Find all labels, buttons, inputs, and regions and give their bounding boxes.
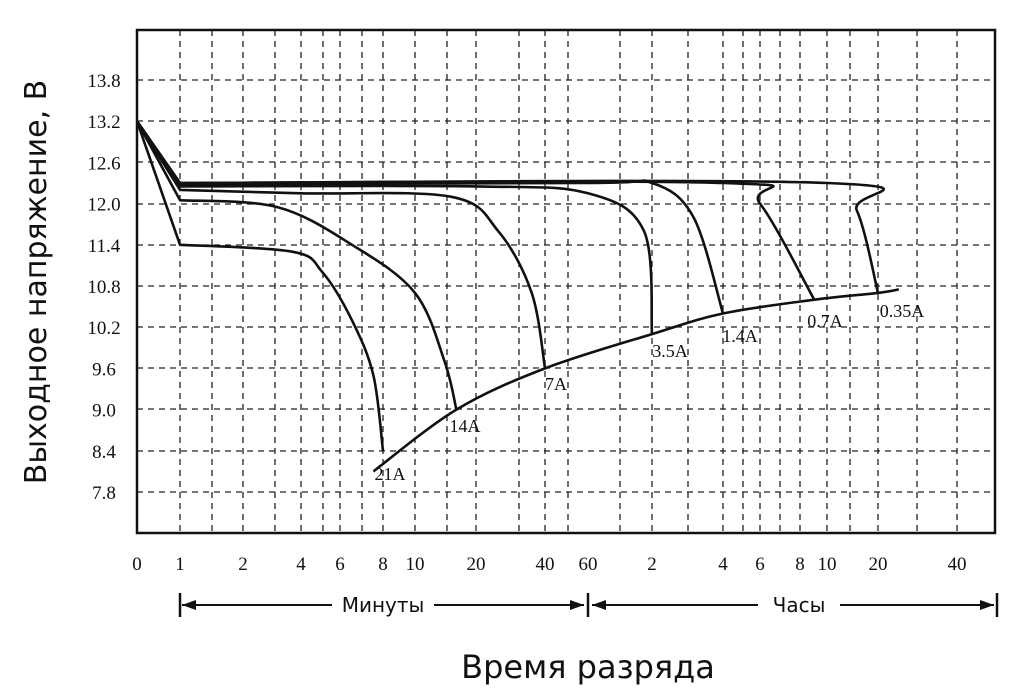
curve-0_35A <box>135 120 886 294</box>
x-tick-label: 1 <box>175 554 185 575</box>
y-tick-label: 10.2 <box>87 318 120 339</box>
x-tick-label: 20 <box>869 554 888 575</box>
y-axis-title: Выходное напряжение, В <box>19 80 54 485</box>
x-tick-label: 2 <box>238 554 248 575</box>
curve-3_5A <box>135 120 654 335</box>
curve-14A <box>135 120 458 410</box>
x-tick-label: 4 <box>296 554 306 575</box>
curve-7A <box>135 120 547 369</box>
hours-label: Часы <box>773 593 826 617</box>
curve-label-0_7A: 0.7A <box>807 311 843 331</box>
y-tick-label: 8.4 <box>92 442 116 463</box>
minutes-range-indicator: Минуты <box>178 593 584 617</box>
y-tick-label: 11.4 <box>88 236 121 257</box>
x-tick-label: 60 <box>579 554 598 575</box>
curve-labels: 21A 14A 7A 3.5A 1.4A 0.7A 0.35A <box>375 301 925 484</box>
curve-label-7A: 7A <box>545 374 567 394</box>
x-tick-label: 10 <box>818 554 837 575</box>
plot-frame <box>135 28 997 535</box>
curve-21A <box>135 120 385 451</box>
curve-label-0_35A: 0.35A <box>880 301 925 321</box>
x-tick-label: 10 <box>406 554 425 575</box>
x-tick-label: 4 <box>718 554 728 575</box>
x-tick-label: 20 <box>467 554 486 575</box>
x-tick-label: 6 <box>755 554 765 575</box>
y-tick-label: 10.8 <box>87 277 120 298</box>
vertical-gridlines <box>179 30 958 533</box>
hours-range-indicator: Часы <box>592 593 999 617</box>
x-tick-label: 8 <box>795 554 805 575</box>
discharge-curves <box>135 120 900 473</box>
x-tick-label: 40 <box>536 554 555 575</box>
curve-label-1_4A: 1.4A <box>722 326 758 346</box>
x-tick-label: 2 <box>647 554 657 575</box>
x-axis-title: Время разряда <box>461 648 715 686</box>
y-tick-label: 9.0 <box>92 401 116 422</box>
curve-end-voltage <box>372 288 900 473</box>
minutes-label: Минуты <box>342 593 425 617</box>
x-tick-label: 0 <box>132 554 142 575</box>
y-tick-label: 12.0 <box>87 195 120 216</box>
x-tick-labels: 0 1 2 4 6 8 10 20 40 60 2 4 6 8 10 20 40 <box>132 554 966 575</box>
curve-label-14A: 14A <box>450 416 481 436</box>
x-tick-label: 6 <box>335 554 345 575</box>
curve-label-3_5A: 3.5A <box>652 341 688 361</box>
y-tick-label: 7.8 <box>92 483 116 504</box>
curve-label-21A: 21A <box>375 464 406 484</box>
x-tick-label: 8 <box>378 554 388 575</box>
y-tick-label: 13.2 <box>87 112 120 133</box>
horizontal-gridlines <box>137 79 995 493</box>
y-tick-label: 13.8 <box>87 71 120 92</box>
y-tick-labels: 13.8 13.2 12.6 12.0 11.4 10.8 10.2 9.6 9.0 8.4 7.8 <box>87 71 120 504</box>
y-tick-label: 12.6 <box>87 153 120 174</box>
y-tick-label: 9.6 <box>92 359 116 380</box>
x-tick-label: 40 <box>948 554 967 575</box>
